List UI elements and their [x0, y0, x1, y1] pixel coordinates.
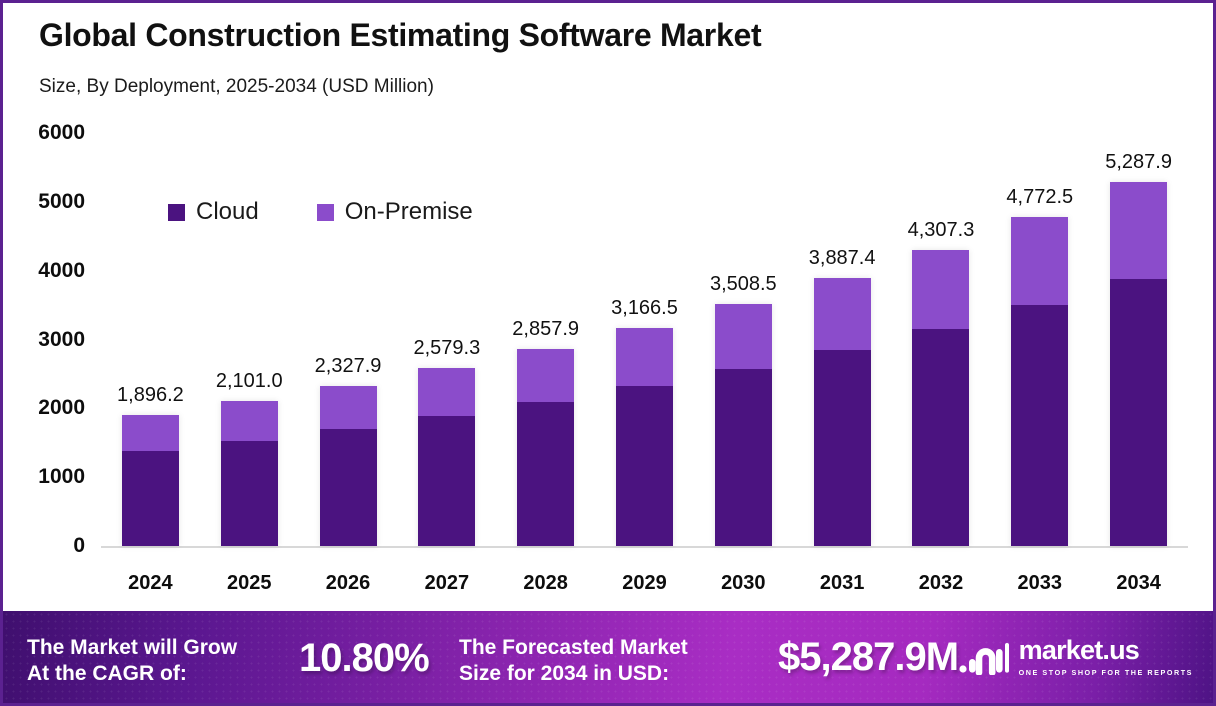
bar-segment-cloud	[319, 429, 377, 546]
y-axis-tick: 6000	[38, 121, 85, 144]
x-axis-tick-2032: 2032	[918, 572, 964, 594]
bar-value-label: 2,579.3	[413, 337, 481, 360]
forecast-label: The Forecasted Market Size for 2034 in U…	[459, 635, 688, 687]
logo-mark-icon	[959, 643, 1009, 675]
bar-value-label: 2,327.9	[314, 354, 382, 377]
page-subtitle: Size, By Deployment, 2025-2034 (USD Mill…	[39, 76, 434, 97]
bar-2029[interactable]	[616, 328, 673, 546]
bar-segment-cloud	[714, 369, 772, 546]
bar-value-label: 3,508.5	[709, 273, 777, 296]
bar-value-label: 5,287.9	[1105, 151, 1172, 174]
bar-value-label: 4,307.3	[907, 218, 975, 241]
bar-segment-on-premise	[1110, 182, 1168, 279]
footer-banner: The Market will Grow At the CAGR of: 10.…	[3, 611, 1213, 703]
bar-segment-cloud	[813, 350, 871, 546]
bar-segment-on-premise	[1011, 217, 1069, 306]
x-axis-tick-wrap: 2029	[616, 548, 673, 594]
bar-segment-cloud	[1110, 278, 1168, 546]
legend-item-on-premise: On-Premise	[316, 198, 473, 226]
x-axis-tick-wrap: 2031	[814, 548, 871, 594]
bar-segment-cloud	[1011, 305, 1069, 546]
logo-text: market.us ONE STOP SHOP FOR THE REPORTS	[1018, 635, 1193, 678]
bar-value-label: 2,857.9	[512, 318, 580, 341]
chart-legend: Cloud On-Premise	[168, 198, 473, 226]
bar-2028[interactable]	[517, 349, 575, 546]
bar-segment-on-premise	[220, 401, 278, 442]
y-axis-tick: 1000	[38, 465, 85, 489]
bar-segment-on-premise	[714, 304, 772, 370]
bar-segment-on-premise	[912, 249, 970, 329]
forecast-label-line2: Size for 2034 in USD:	[459, 662, 670, 686]
bar-segment-on-premise	[319, 385, 377, 430]
y-axis-tick: 3000	[38, 327, 85, 351]
cagr-label: The Market will Grow At the CAGR of:	[27, 635, 237, 687]
x-axis-tick-2031: 2031	[819, 572, 865, 594]
legend-swatch-on-premise	[316, 203, 334, 221]
bar-segment-cloud	[220, 441, 278, 546]
x-axis-tick-wrap: 2030	[715, 548, 772, 594]
x-axis-tick-2029: 2029	[622, 572, 667, 594]
forecast-value: $5,287.9M	[778, 635, 959, 679]
y-axis-tick: 5000	[38, 189, 85, 213]
logo-tagline: ONE STOP SHOP FOR THE REPORTS	[1018, 668, 1193, 677]
x-axis-baseline	[101, 546, 1188, 548]
x-axis-tick-2028: 2028	[523, 572, 568, 594]
page-title: Global Construction Estimating Software …	[39, 17, 762, 53]
bar-2033[interactable]	[1011, 217, 1069, 546]
bar-segment-cloud	[121, 451, 179, 546]
cagr-value: 10.80%	[299, 636, 430, 680]
bar-segment-cloud	[616, 386, 673, 546]
cagr-label-line2: At the CAGR of:	[27, 662, 187, 686]
x-axis-tick-2027: 2027	[424, 572, 470, 594]
x-axis-tick-2026: 2026	[325, 572, 371, 594]
x-axis-tick-wrap: 2025	[221, 548, 278, 594]
bar-2024[interactable]	[121, 415, 179, 546]
x-axis-tick-wrap: 2026	[320, 548, 377, 594]
bar-2025[interactable]	[220, 401, 278, 546]
bar-2031[interactable]	[813, 278, 871, 546]
x-axis-tick-wrap: 2034	[1110, 548, 1167, 594]
x-axis-tick-2025: 2025	[226, 572, 272, 594]
legend-label-on-premise: On-Premise	[344, 198, 473, 225]
bar-value-label: 3,166.5	[611, 297, 678, 320]
bar-segment-cloud	[418, 416, 476, 546]
legend-swatch-cloud	[168, 203, 185, 221]
cagr-label-line1: The Market will Grow	[27, 636, 238, 659]
bar-2032[interactable]	[912, 249, 970, 546]
bar-value-label: 3,887.4	[808, 247, 876, 270]
bar-value-label: 1,896.2	[117, 384, 184, 407]
y-axis-tick: 4000	[38, 258, 85, 282]
bar-2027[interactable]	[418, 368, 476, 546]
bar-segment-cloud	[912, 328, 970, 546]
x-axis-tick-2024: 2024	[128, 572, 173, 594]
y-axis-tick: 0	[73, 534, 85, 557]
bar-segment-on-premise	[616, 328, 673, 387]
x-axis-tick-2034: 2034	[1116, 572, 1161, 594]
legend-item-cloud: Cloud	[168, 198, 259, 226]
bar-segment-on-premise	[517, 349, 575, 402]
x-axis-tick-wrap: 2028	[517, 548, 574, 594]
x-axis-tick-2033: 2033	[1017, 572, 1063, 594]
forecast-label-line1: The Forecasted Market	[459, 636, 688, 659]
bar-segment-on-premise	[813, 278, 871, 351]
bar-2026[interactable]	[319, 385, 377, 546]
x-axis-tick-wrap: 2033	[1011, 548, 1068, 594]
x-axis-tick-wrap: 2024	[122, 548, 179, 594]
logo-wordmark: market.us	[1018, 635, 1140, 665]
x-axis-tick-wrap: 2032	[912, 548, 969, 594]
market-us-logo[interactable]: market.us ONE STOP SHOP FOR THE REPORTS	[959, 637, 1193, 677]
bar-2030[interactable]	[714, 304, 772, 546]
bar-segment-on-premise	[418, 368, 476, 417]
y-axis-tick: 2000	[38, 396, 85, 420]
bar-value-label: 4,772.5	[1006, 186, 1074, 209]
bar-segment-on-premise	[121, 415, 179, 452]
legend-label-cloud: Cloud	[196, 198, 259, 225]
bar-value-label: 2,101.0	[215, 370, 283, 393]
bar-segment-cloud	[517, 401, 575, 546]
x-axis-tick-2030: 2030	[721, 572, 766, 594]
bar-2034[interactable]	[1110, 182, 1168, 546]
x-axis-tick-wrap: 2027	[418, 548, 475, 594]
